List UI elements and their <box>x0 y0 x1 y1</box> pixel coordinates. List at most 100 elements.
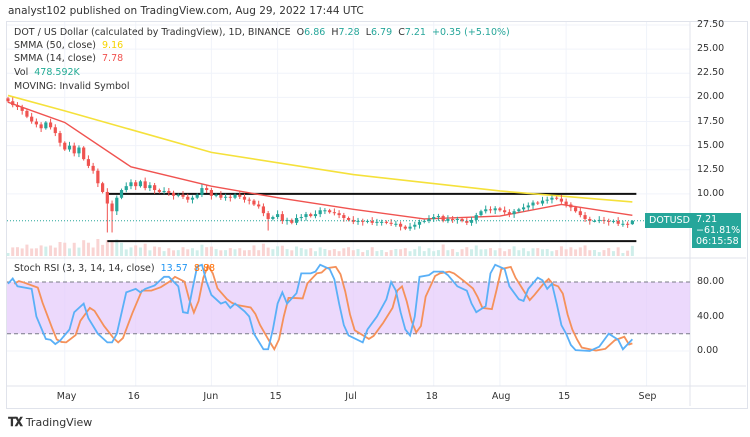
candle-body <box>441 216 445 221</box>
volume-bar <box>219 250 223 256</box>
volume-bar <box>134 245 138 256</box>
candle-body <box>337 213 341 216</box>
volume-bar <box>261 243 265 256</box>
volume-bar <box>138 247 142 256</box>
volume-bar <box>238 248 242 256</box>
volume-bar <box>389 250 393 256</box>
candle-body <box>526 205 530 208</box>
volume-bar <box>172 250 176 256</box>
candle-body <box>299 217 303 219</box>
volume-bar <box>545 249 549 256</box>
candle-body <box>153 185 157 191</box>
time-tick-label: 16 <box>127 391 140 402</box>
candle-body <box>223 196 228 198</box>
low-value: 6.79 <box>370 27 393 38</box>
candle-body <box>86 159 91 166</box>
volume-legend[interactable]: Vol 478.592K <box>14 67 80 78</box>
candle-body <box>219 194 223 198</box>
volume-bar <box>578 247 582 256</box>
volume-bar <box>403 248 407 256</box>
smma50-legend[interactable]: SMMA (50, close) 9.16 <box>14 40 123 51</box>
stoch-legend[interactable]: Stoch RSI (3, 3, 14, 14, close) 13.57 8.… <box>14 263 215 274</box>
volume-bar <box>11 247 15 256</box>
volume-bar <box>630 245 634 256</box>
volume-bar <box>460 249 464 256</box>
candle-body <box>290 219 294 223</box>
candle-body <box>578 211 582 216</box>
price-tick-label: 27.50 <box>697 19 725 30</box>
candle-body <box>375 221 379 223</box>
volume-bar <box>313 251 317 256</box>
volume-bar <box>522 248 526 256</box>
chart-frame[interactable] <box>6 21 748 409</box>
volume-bar <box>323 249 327 256</box>
candle-body <box>309 214 313 217</box>
volume-bar <box>375 251 379 256</box>
volume-bar <box>214 249 218 256</box>
volume-bar <box>593 250 597 256</box>
candle-body <box>602 219 606 221</box>
vol-label: Vol <box>14 67 29 78</box>
candle-body <box>351 219 355 222</box>
candle-body <box>394 223 398 225</box>
volume-bar <box>394 249 398 256</box>
volume-bar <box>588 250 592 256</box>
low-label: L <box>365 27 371 38</box>
volume-bar <box>536 248 540 256</box>
time-tick-label: Sep <box>638 391 657 402</box>
candle-body <box>427 218 431 221</box>
candle-body <box>11 101 15 106</box>
volume-bar <box>550 251 554 256</box>
smma14-legend[interactable]: SMMA (14, close) 7.78 <box>14 53 123 64</box>
volume-bar <box>418 246 422 256</box>
stoch-tick-label: 40.00 <box>697 310 725 322</box>
volume-bar <box>105 240 109 256</box>
candle-body <box>77 147 81 154</box>
candle-body <box>460 218 464 221</box>
volume-bar <box>67 248 71 256</box>
candle-body <box>479 211 483 216</box>
candle-body <box>101 183 105 192</box>
price-tick-label: 15.00 <box>697 139 725 151</box>
tradingview-logo[interactable]: 𝐓𝐗 TradingView <box>8 415 92 430</box>
volume-bar <box>148 250 152 256</box>
candle-body <box>488 209 493 211</box>
candle-body <box>342 215 346 218</box>
candle-body <box>474 215 478 220</box>
candle-body <box>507 212 511 215</box>
candle-body <box>498 208 502 211</box>
smma14-line <box>7 101 633 220</box>
candle-body <box>592 220 597 222</box>
volume-bar <box>507 249 511 256</box>
tv-logo-icon: 𝐓𝐗 <box>8 415 23 429</box>
candle-body <box>370 220 374 223</box>
stoch-k-line <box>7 263 634 352</box>
volume-bar <box>115 239 119 256</box>
volume-bar <box>290 250 294 256</box>
candle-body <box>550 197 554 200</box>
symbol-badge: DOTUSD <box>645 213 694 228</box>
open-label: O <box>296 27 305 38</box>
volume-bar <box>304 249 308 256</box>
volume-bar <box>91 247 95 256</box>
volume-bar <box>380 250 384 256</box>
volume-bar <box>531 248 535 256</box>
candle-body <box>285 219 289 221</box>
volume-bar <box>399 249 403 256</box>
volume-bar <box>271 249 275 256</box>
candle-body <box>398 223 403 227</box>
time-tick-label: Aug <box>491 391 511 402</box>
publish-info: analyst102 published on TradingView.com,… <box>8 5 364 17</box>
candle-body <box>304 214 308 218</box>
candle-body <box>271 217 275 219</box>
volume-bar <box>129 247 133 256</box>
candle-body <box>181 194 185 197</box>
candle-body <box>72 145 76 154</box>
moving-legend[interactable]: MOVING: Invalid Symbol <box>14 81 130 92</box>
volume-bar <box>243 250 246 256</box>
time-tick-label: 15 <box>558 391 571 402</box>
volume-bar <box>63 242 67 256</box>
change-value: +0.35 (+5.10%) <box>432 27 510 38</box>
volume-bar <box>77 247 81 256</box>
